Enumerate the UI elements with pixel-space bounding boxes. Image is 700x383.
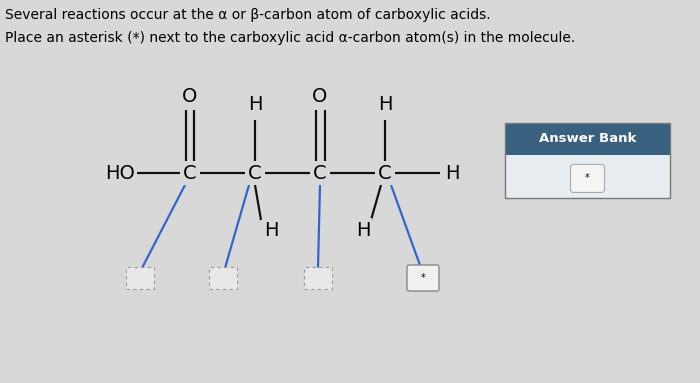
- Bar: [505, 123, 670, 198]
- Bar: [126, 267, 154, 289]
- Text: C: C: [313, 164, 327, 183]
- FancyBboxPatch shape: [570, 164, 605, 192]
- Text: H: H: [356, 221, 370, 239]
- Text: Several reactions occur at the α or β-carbon atom of carboxylic acids.: Several reactions occur at the α or β-ca…: [5, 8, 491, 22]
- Text: Answer Bank: Answer Bank: [539, 132, 636, 145]
- Bar: [505, 154, 670, 198]
- Bar: [209, 267, 237, 289]
- Text: Place an asterisk (*) next to the carboxylic acid α-carbon atom(s) in the molecu: Place an asterisk (*) next to the carbox…: [5, 31, 575, 45]
- Text: H: H: [264, 221, 279, 239]
- Text: C: C: [248, 164, 262, 183]
- Text: *: *: [421, 273, 426, 283]
- Text: *: *: [585, 173, 590, 183]
- FancyBboxPatch shape: [407, 265, 439, 291]
- Text: H: H: [378, 95, 392, 115]
- Text: O: O: [312, 87, 328, 106]
- Text: H: H: [445, 164, 459, 183]
- Text: O: O: [182, 87, 197, 106]
- Bar: [505, 123, 670, 154]
- Text: C: C: [183, 164, 197, 183]
- Text: C: C: [378, 164, 392, 183]
- Text: HO: HO: [105, 164, 135, 183]
- Bar: [304, 267, 332, 289]
- Text: H: H: [248, 95, 262, 115]
